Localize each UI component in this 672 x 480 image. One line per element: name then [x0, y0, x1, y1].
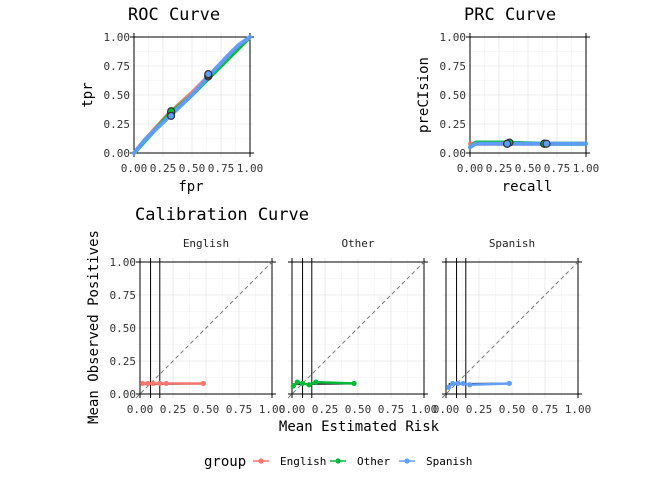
calibration-title: Calibration Curve: [135, 205, 309, 225]
y-tick-label: 0.75: [104, 60, 131, 73]
x-tick-label: 0.25: [150, 162, 177, 175]
calibration-point: [467, 382, 473, 388]
x-tick-label: 0.00: [279, 403, 306, 416]
x-tick-label: 0.50: [499, 403, 526, 416]
calibration-point: [145, 380, 151, 387]
y-tick-label: 0.50: [440, 89, 467, 102]
legend-entry-label: English: [280, 455, 326, 468]
y-tick-label: 1.00: [110, 256, 137, 269]
calibration-point: [200, 380, 206, 387]
calibration-point: [140, 380, 146, 387]
y-tick-label: 0.00: [440, 147, 467, 160]
x-tick-label: 0.50: [515, 162, 542, 175]
x-tick-label: 0.00: [433, 403, 460, 416]
calibration-point: [306, 382, 312, 388]
calibration-point: [313, 379, 319, 385]
calibration-point: [150, 380, 156, 387]
calibration-point: [157, 380, 163, 387]
x-tick-label: 0.50: [193, 403, 220, 416]
prc-xlabel: recall: [502, 179, 553, 195]
legend-title: group: [204, 454, 246, 470]
legend-entry-label: Spanish: [426, 455, 472, 468]
calibration-point: [446, 384, 452, 390]
legend-key-point: [335, 458, 341, 464]
calibration-point: [163, 380, 169, 387]
facet-strip-label: Spanish: [489, 237, 535, 250]
calibration-point: [290, 383, 296, 389]
calibration-xlabel: Mean Estimated Risk: [279, 419, 440, 435]
y-tick-label: 0.25: [110, 355, 137, 368]
calibration-point: [299, 380, 306, 387]
y-tick-label: 0.25: [440, 118, 467, 131]
x-tick-label: 1.00: [565, 403, 592, 416]
calibration-facet-other: Other 0.00 0.25 0.50 0.75 1.00: [279, 237, 438, 416]
legend-key-point: [258, 458, 264, 464]
x-tick-label: 0.75: [208, 162, 235, 175]
prc-threshold-point: [503, 139, 512, 148]
calibration-facet-english: English 0.00 0.25 0.50 0.75 1.00 0.00 0.25 0.50 0…: [110, 237, 286, 416]
x-tick-label: 0.00: [127, 403, 154, 416]
y-tick-label: 1.00: [104, 31, 131, 44]
y-tick-label: 0.00: [110, 388, 137, 401]
roc-title: ROC Curve: [128, 5, 220, 25]
calibration-facet-spanish: Spanish 0.00 0.25 0.50 0.75 1.00: [433, 237, 592, 416]
y-tick-label: 0.50: [110, 322, 137, 335]
roc-plot: 0.00 0.25 0.50 0.75 1.000.000.250.500.751.00: [104, 31, 264, 175]
roc-threshold-point: [167, 111, 176, 120]
prc-plot: 0.00 0.25 0.50 0.75 1.000.000.250.500.751.00: [440, 31, 600, 175]
x-tick-label: 0.00: [121, 162, 148, 175]
x-tick-label: 0.75: [544, 162, 571, 175]
y-tick-label: 0.75: [440, 60, 467, 73]
facet-strip-label: English: [183, 237, 229, 250]
x-tick-label: 1.00: [259, 403, 286, 416]
calibration-point: [294, 379, 300, 385]
calibration-ylabel: Mean Observed Positives: [86, 230, 102, 424]
x-tick-label: 0.50: [179, 162, 206, 175]
y-tick-label: 0.50: [104, 89, 131, 102]
x-tick-label: 1.00: [573, 162, 600, 175]
x-tick-label: 0.25: [486, 162, 513, 175]
y-tick-label: 0.25: [104, 118, 131, 131]
prc-title: PRC Curve: [464, 5, 556, 25]
x-tick-label: 0.00: [457, 162, 484, 175]
x-tick-label: 0.75: [226, 403, 253, 416]
legend-key-point: [404, 458, 410, 464]
y-tick-label: 1.00: [440, 31, 467, 44]
prc-ylabel: preCIsion: [416, 57, 432, 133]
calibration-point: [460, 380, 466, 387]
roc-threshold-point: [204, 70, 213, 79]
roc-xlabel: fpr: [178, 179, 203, 195]
roc-series-line-spanish: [132, 35, 252, 155]
x-tick-label: 0.25: [312, 403, 339, 416]
y-tick-label: 0.75: [110, 289, 137, 302]
legend: group English Other Spanish: [204, 454, 472, 470]
x-tick-label: 1.00: [411, 403, 438, 416]
calibration-point: [455, 380, 461, 387]
x-tick-label: 0.75: [378, 403, 405, 416]
roc-ylabel: tpr: [80, 82, 96, 107]
prc-threshold-point: [542, 139, 551, 148]
legend-entry-label: Other: [357, 455, 390, 468]
y-tick-label: 0.00: [104, 147, 131, 160]
x-tick-label: 1.00: [237, 162, 264, 175]
facet-strip-label: Other: [341, 237, 374, 250]
calibration-point: [506, 380, 512, 387]
x-tick-label: 0.75: [532, 403, 559, 416]
x-tick-label: 0.50: [345, 403, 372, 416]
calibration-point: [450, 380, 456, 387]
x-tick-label: 0.25: [160, 403, 187, 416]
x-tick-label: 0.25: [466, 403, 493, 416]
calibration-point: [351, 380, 357, 387]
